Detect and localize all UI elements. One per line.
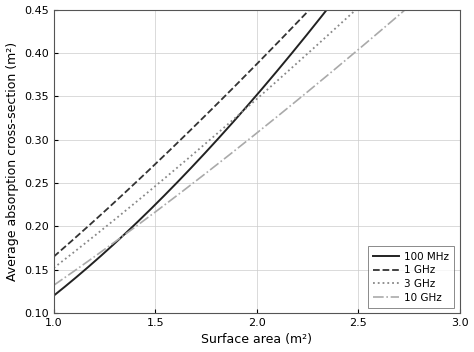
3 GHz [246, 104, 252, 108]
1 GHz [271, 45, 276, 49]
Line: 100 MHz: 100 MHz [54, 0, 460, 296]
X-axis label: Surface area (m²): Surface area (m²) [201, 333, 312, 346]
10 GHz [271, 118, 276, 122]
100 MHz [244, 105, 249, 109]
10 GHz [292, 100, 298, 104]
3 GHz [271, 82, 276, 86]
100 MHz [271, 73, 276, 77]
Line: 3 GHz: 3 GHz [54, 0, 460, 268]
Line: 1 GHz: 1 GHz [54, 0, 460, 257]
100 MHz [246, 102, 252, 106]
1 GHz [246, 70, 252, 74]
3 GHz [51, 266, 56, 270]
100 MHz [292, 47, 298, 51]
100 MHz [51, 294, 56, 298]
Legend: 100 MHz, 1 GHz, 3 GHz, 10 GHz: 100 MHz, 1 GHz, 3 GHz, 10 GHz [368, 246, 455, 308]
10 GHz [51, 283, 56, 287]
1 GHz [51, 254, 56, 259]
10 GHz [246, 137, 252, 142]
10 GHz [244, 139, 249, 143]
1 GHz [292, 22, 298, 26]
1 GHz [244, 73, 249, 77]
Line: 10 GHz: 10 GHz [54, 0, 460, 285]
3 GHz [292, 63, 298, 67]
10 GHz [383, 24, 389, 28]
Y-axis label: Average absorption cross-section (m²): Average absorption cross-section (m²) [6, 42, 18, 281]
3 GHz [244, 106, 249, 110]
